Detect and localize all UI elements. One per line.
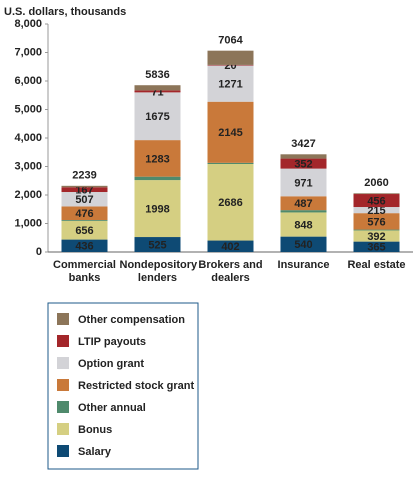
data-label: 971 (294, 177, 312, 189)
bar-segment (280, 168, 327, 197)
y-tick-label: 6,000 (14, 75, 42, 87)
data-label: 487 (294, 198, 312, 210)
legend-label: Restricted stock grant (78, 380, 194, 392)
data-label: 1271 (218, 79, 242, 91)
data-label: 2145 (218, 127, 242, 139)
x-tick-label: Insurance (277, 259, 330, 271)
x-tick-label: Commercial banks (53, 259, 116, 284)
legend-label: Other compensation (78, 314, 185, 326)
total-label: 2239 (72, 170, 96, 182)
data-label: 540 (294, 239, 312, 251)
data-label: 1675 (145, 111, 169, 123)
bar-segment (61, 187, 108, 193)
bar-segment (207, 65, 254, 102)
bar-segment (280, 212, 327, 237)
bar-segment (134, 140, 181, 177)
bar-segment (61, 185, 108, 188)
legend-label: Salary (78, 446, 112, 458)
y-tick-label: 1,000 (14, 217, 42, 229)
bar-segment (134, 92, 181, 141)
y-tick-label: 2,000 (14, 189, 42, 201)
bar-segment (207, 64, 254, 66)
y-tick-label: 5,000 (14, 103, 42, 115)
bar-segment (207, 101, 254, 163)
legend-swatch (57, 401, 69, 413)
bar-segment (207, 163, 254, 241)
bar-segment (207, 50, 254, 65)
data-label: 402 (221, 241, 239, 253)
legend-label: LTIP payouts (78, 336, 146, 348)
legend-label: Bonus (78, 424, 112, 436)
legend-swatch (57, 335, 69, 347)
bar-segment (207, 240, 254, 252)
legend-label: Other annual (78, 402, 146, 414)
total-label: 7064 (218, 35, 243, 47)
bar-segment (61, 239, 108, 252)
y-tick-label: 7,000 (14, 46, 42, 58)
bar-segment (280, 236, 327, 252)
data-label: 215 (367, 205, 385, 217)
x-tick-label: Nondepository lenders (119, 259, 198, 284)
bar-segment (61, 220, 108, 240)
bar-segment (61, 220, 108, 221)
y-tick-label: 4,000 (14, 132, 42, 144)
bar-segment (134, 85, 181, 91)
bar-segment (280, 158, 327, 169)
legend-swatch (57, 423, 69, 435)
x-tick-label: Real estate (347, 259, 406, 271)
bar-segment (61, 206, 108, 221)
bar-segment (134, 237, 181, 252)
data-label: 476 (75, 208, 93, 220)
y-axis-title: U.S. dollars, thousands (4, 6, 126, 18)
bar-segment (280, 196, 327, 211)
bar-segment (61, 192, 108, 207)
bar-segment (353, 193, 400, 195)
legend-swatch (57, 357, 69, 369)
data-label: 2686 (218, 197, 242, 209)
bar-segment (353, 207, 400, 214)
total-label: 5836 (145, 69, 169, 81)
bar-segment (280, 154, 327, 159)
legend-box (47, 302, 199, 470)
data-label: 576 (367, 216, 385, 228)
bar-segment (353, 213, 400, 230)
bar-segment (353, 230, 400, 242)
data-label: 167 (75, 185, 93, 197)
data-label: 656 (75, 225, 93, 237)
data-label: 436 (75, 241, 93, 253)
total-label: 2060 (364, 177, 388, 189)
data-label: 365 (367, 242, 385, 254)
y-tick-label: 3,000 (14, 160, 42, 172)
bar-segment (353, 229, 400, 231)
bar-segment (207, 162, 254, 164)
data-label: 1998 (145, 203, 169, 215)
data-label: 1283 (145, 153, 169, 165)
y-tick-label: 8,000 (14, 18, 42, 30)
total-label: 3427 (291, 138, 315, 150)
data-label: 456 (367, 195, 385, 207)
bar-segment (134, 180, 181, 238)
legend-swatch (57, 445, 69, 457)
data-label: 392 (367, 231, 385, 243)
legend-swatch (57, 313, 69, 325)
data-label: 525 (148, 239, 166, 251)
y-tick-label: 0 (36, 246, 42, 258)
bar-segment (134, 90, 181, 93)
legend-swatch (57, 379, 69, 391)
x-tick-label: Brokers and dealers (198, 259, 263, 284)
data-label: 848 (294, 219, 312, 231)
data-label: 352 (294, 158, 312, 170)
bar-segment (134, 176, 181, 181)
legend-label: Option grant (78, 358, 144, 370)
bar-segment (353, 241, 400, 252)
bar-segment (280, 210, 327, 213)
bar-segment (353, 194, 400, 208)
data-label: 507 (75, 194, 93, 206)
